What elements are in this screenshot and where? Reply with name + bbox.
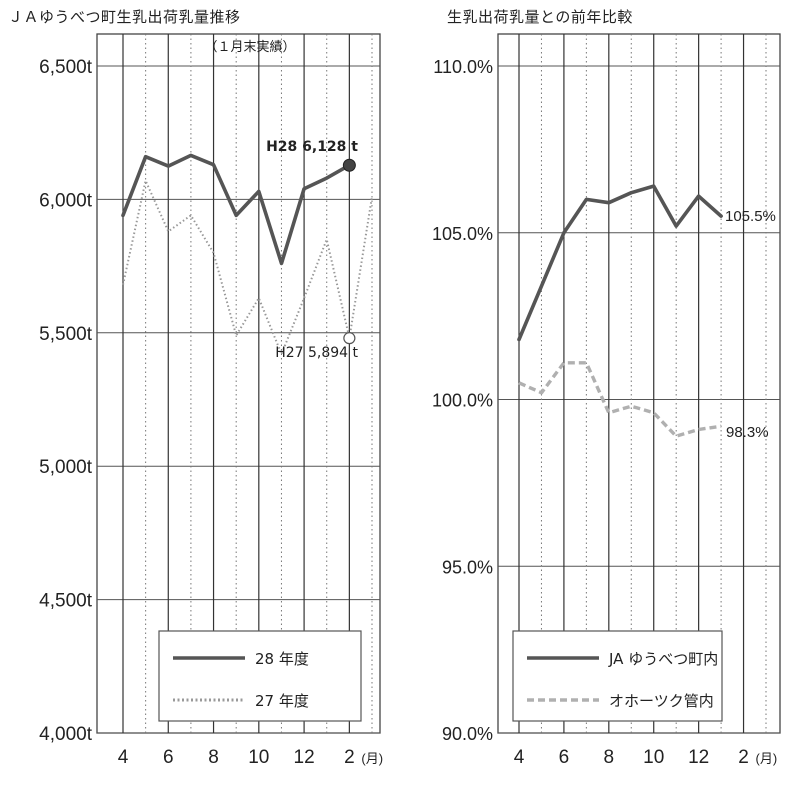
chart1-h28-end-marker <box>342 158 356 172</box>
chart2-legend-label-2: オホーツク管内 <box>609 692 714 710</box>
chart1-legend-box <box>158 630 362 722</box>
chart1-xtick-label: 2 <box>344 747 355 768</box>
chart1-ytick-label: 5,000t <box>39 457 93 478</box>
chart1-h27-end-marker <box>343 332 356 345</box>
chart2-ytick-label: 100.0% <box>432 391 493 411</box>
chart1-series-2-line <box>122 179 373 356</box>
chart2-xtick-label: 6 <box>559 747 570 768</box>
chart2-ytick-label: 95.0% <box>442 557 493 577</box>
chart2-xtick-label: 10 <box>643 747 664 768</box>
chart1-series-1-line <box>121 153 352 266</box>
chart1-ytick-label: 5,500t <box>39 324 93 345</box>
chart2-ytick-label: 110.0% <box>433 57 493 77</box>
chart1-xtick-label: 4 <box>118 747 129 768</box>
chart1-subtitle: （１月末実績） <box>204 39 295 55</box>
chart1-legend-label-1: 28 年度 <box>255 650 309 668</box>
chart1-legend-label-2: 27 年度 <box>255 692 309 710</box>
chart1-xtick-label: 6 <box>163 747 174 768</box>
chart2-ytick-label: 105.0% <box>432 224 493 244</box>
chart2-legend-label-1: JA ゆうべつ町内 <box>608 650 718 668</box>
chart-title-left: ＪＡゆうべつ町生乳出荷乳量推移 <box>8 8 241 26</box>
chart-title-right: 生乳出荷乳量との前年比較 <box>447 8 633 26</box>
chart2-annotation-okhotsk: 98.3% <box>726 424 769 441</box>
chart2-legend-box <box>512 630 723 722</box>
chart1-xtick-label: 12 <box>294 747 315 768</box>
chart2-xtick-label: 2 <box>738 747 749 768</box>
chart2-xtick-label: 8 <box>604 747 615 768</box>
chart1-xunit-label: (月) <box>361 751 383 766</box>
chart2-series-1-line <box>517 184 723 342</box>
chart1-ytick-label: 4,000t <box>39 724 93 745</box>
chart1-ytick-label: 6,500t <box>39 57 93 78</box>
chart2-xtick-label: 12 <box>688 747 709 768</box>
chart1-plot-frame <box>96 33 381 734</box>
chart2-ytick-label: 90.0% <box>442 724 493 744</box>
chart1-ytick-label: 6,000t <box>39 190 93 211</box>
chart1-annotation-h28: H28 6,128 t <box>266 139 358 155</box>
chart1-ytick-label: 4,500t <box>39 591 93 612</box>
chart2-xtick-label: 4 <box>514 747 525 768</box>
chart1-xtick-label: 8 <box>208 747 219 768</box>
chart2-xunit-label: (月) <box>756 751 778 766</box>
chart2-plot-frame <box>497 33 781 734</box>
chart1-xtick-label: 10 <box>248 747 269 768</box>
chart1-annotation-h27: H27 5,894 t <box>275 345 358 361</box>
chart2-annotation-ja: 105.5% <box>725 208 776 225</box>
